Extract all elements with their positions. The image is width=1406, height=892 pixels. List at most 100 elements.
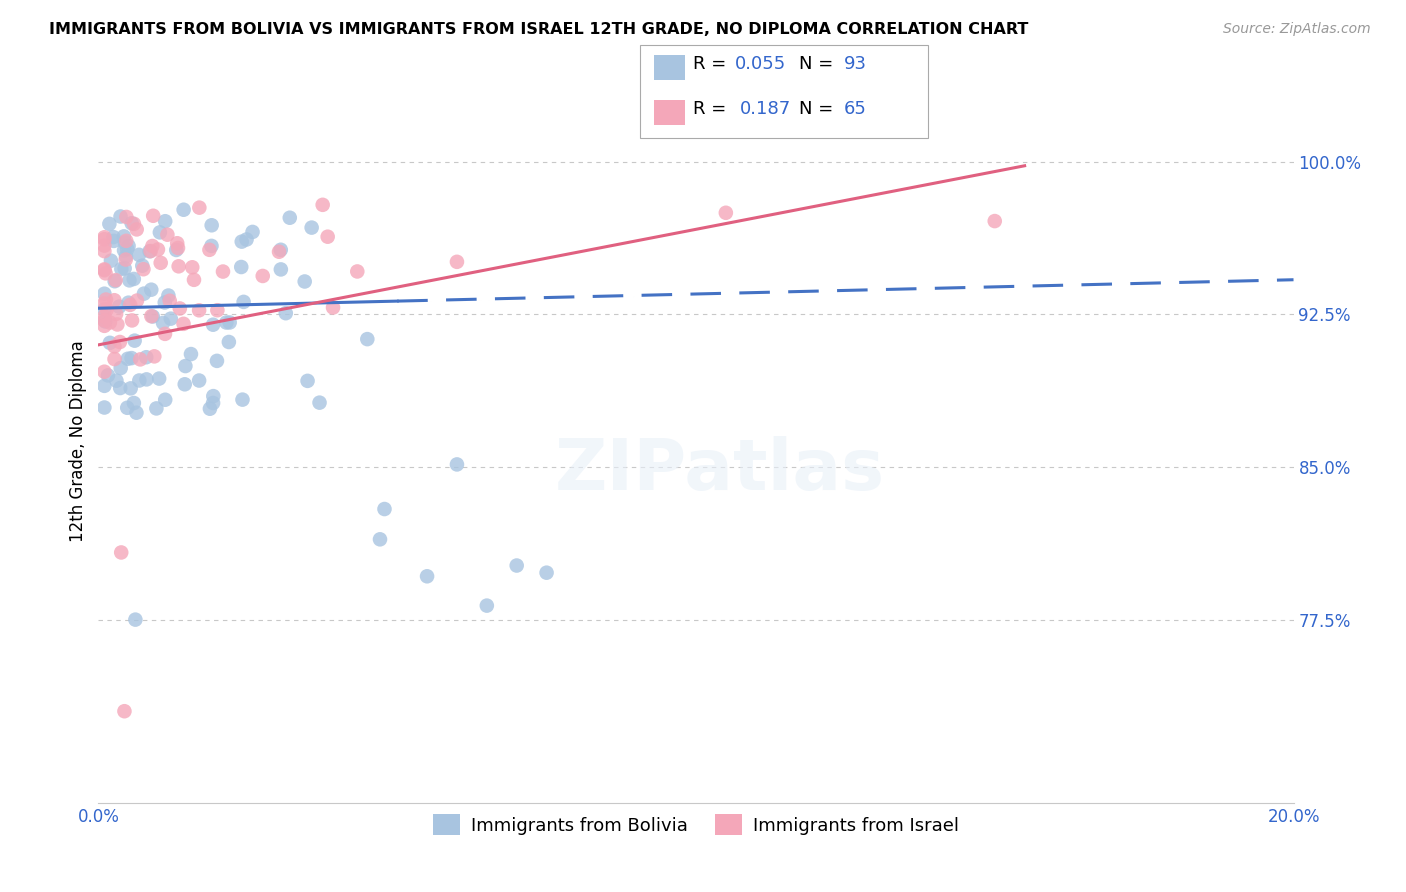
Point — [183, 273, 205, 287]
Point — [128, 248, 150, 262]
Point — [346, 264, 368, 278]
Point — [115, 242, 138, 256]
Point — [153, 326, 176, 341]
Point — [115, 249, 138, 263]
Point — [110, 361, 132, 376]
Point — [117, 295, 139, 310]
Point — [103, 293, 125, 308]
Point — [202, 389, 225, 403]
Point — [153, 295, 176, 310]
Point — [115, 234, 138, 248]
Point — [167, 241, 190, 255]
Point — [117, 401, 139, 415]
Point — [110, 545, 132, 559]
Point — [135, 372, 157, 386]
Point — [114, 261, 136, 276]
Point — [149, 256, 172, 270]
Point — [120, 381, 142, 395]
Point — [108, 334, 131, 349]
Point — [202, 318, 225, 332]
Point — [188, 374, 211, 388]
Text: N =: N = — [799, 100, 838, 118]
Text: 65: 65 — [844, 100, 866, 118]
Point — [242, 225, 264, 239]
Point — [205, 354, 228, 368]
Point — [104, 273, 127, 287]
Text: Source: ZipAtlas.com: Source: ZipAtlas.com — [1223, 22, 1371, 37]
Point — [112, 229, 135, 244]
Point — [141, 309, 163, 323]
Y-axis label: 12th Grade, No Diploma: 12th Grade, No Diploma — [69, 341, 87, 542]
Point — [125, 406, 148, 420]
Point — [108, 300, 131, 314]
Point — [103, 230, 125, 244]
Point — [105, 307, 128, 321]
Point — [93, 302, 115, 317]
Point — [231, 392, 253, 407]
Point — [131, 259, 153, 273]
Point — [105, 318, 128, 332]
Point — [218, 316, 240, 330]
Point — [114, 235, 136, 250]
Point — [446, 255, 468, 269]
Point — [143, 350, 166, 364]
Point — [93, 232, 115, 246]
Point — [117, 351, 139, 366]
Point — [188, 303, 211, 318]
Point — [117, 239, 139, 253]
Point — [93, 296, 115, 310]
Point — [446, 458, 468, 472]
Point — [218, 334, 240, 349]
Point — [124, 613, 146, 627]
Point — [368, 533, 391, 547]
Point — [156, 227, 179, 242]
Point — [132, 286, 155, 301]
Point — [114, 704, 136, 718]
Point — [294, 275, 316, 289]
Point — [267, 244, 290, 259]
Point — [159, 311, 181, 326]
Point — [93, 238, 115, 252]
Text: IMMIGRANTS FROM BOLIVIA VS IMMIGRANTS FROM ISRAEL 12TH GRADE, NO DIPLOMA CORRELA: IMMIGRANTS FROM BOLIVIA VS IMMIGRANTS FR… — [49, 22, 1029, 37]
Point — [96, 302, 118, 317]
Point — [714, 206, 737, 220]
Point — [274, 306, 297, 320]
Point — [416, 569, 439, 583]
Text: 93: 93 — [844, 55, 866, 73]
Point — [121, 351, 143, 365]
Point — [139, 244, 162, 259]
Point — [97, 368, 120, 383]
Point — [122, 217, 145, 231]
Point — [104, 274, 127, 288]
Text: 0.055: 0.055 — [735, 55, 786, 73]
Point — [122, 272, 145, 286]
Point — [125, 293, 148, 308]
Point — [141, 283, 163, 297]
Point — [356, 332, 378, 346]
Point — [93, 286, 115, 301]
Point — [173, 317, 195, 331]
Point — [93, 313, 115, 327]
Point — [308, 395, 330, 409]
Point — [98, 335, 121, 350]
Point — [152, 316, 174, 330]
Point — [129, 352, 152, 367]
Point — [110, 262, 132, 277]
Point — [278, 211, 301, 225]
Point — [114, 252, 136, 267]
Point — [231, 235, 253, 249]
Point — [148, 371, 170, 385]
Point — [173, 202, 195, 217]
Point — [93, 318, 115, 333]
Point — [141, 239, 163, 253]
Point — [231, 260, 253, 274]
Point — [212, 264, 235, 278]
Point — [252, 268, 274, 283]
Point — [108, 381, 131, 395]
Point — [215, 316, 238, 330]
Point — [536, 566, 558, 580]
Point — [198, 401, 221, 416]
Point — [316, 229, 339, 244]
Point — [166, 236, 188, 251]
Point — [373, 502, 395, 516]
